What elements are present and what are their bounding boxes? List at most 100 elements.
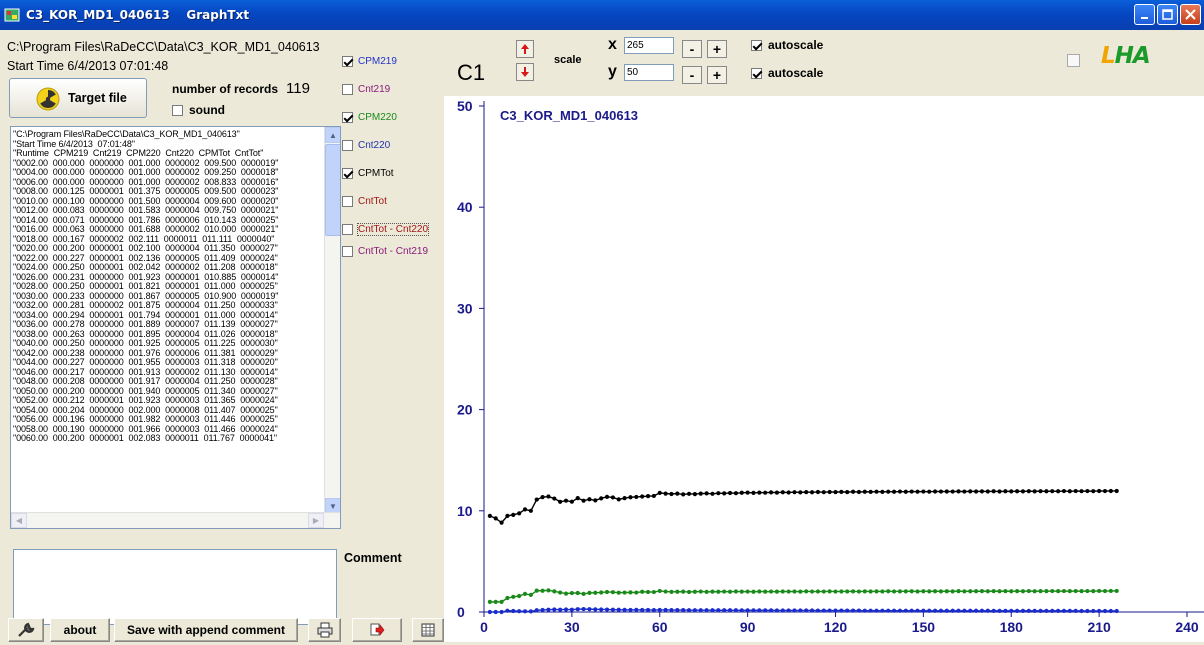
x-tick-label: 120: [824, 619, 848, 635]
point-cpm219: [880, 608, 885, 613]
point-cpm219: [698, 608, 703, 613]
comment-textarea[interactable]: [13, 549, 337, 625]
print-button[interactable]: [308, 618, 341, 642]
x-scale-input[interactable]: 265: [624, 37, 674, 54]
autoscale-y-checkbox[interactable]: autoscale: [751, 66, 823, 80]
target-file-button[interactable]: Target file: [9, 78, 147, 118]
point-cpmtot: [604, 494, 610, 499]
point-cpm220: [757, 589, 762, 594]
series-check[interactable]: [342, 168, 353, 179]
point-cpmtot: [710, 491, 715, 496]
y-scale-input[interactable]: 50: [624, 64, 674, 81]
point-cpm219: [856, 608, 862, 613]
point-cpmtot: [927, 489, 932, 494]
point-cpm219: [569, 607, 574, 612]
point-cpm220: [686, 589, 692, 595]
records-vertical-scrollbar[interactable]: ▲ ▼: [324, 127, 340, 514]
point-cpmtot: [815, 489, 821, 495]
point-cpm219: [692, 608, 697, 613]
comment-label: Comment: [344, 551, 402, 565]
printer-icon: [317, 622, 332, 638]
point-cpmtot: [622, 496, 627, 501]
save-with-comment-button[interactable]: Save with append comment: [114, 618, 298, 642]
maximize-button[interactable]: [1157, 4, 1178, 25]
point-cpm219: [956, 608, 961, 613]
point-cpm220: [528, 592, 533, 597]
point-cpmtot: [850, 489, 856, 494]
y-plus-button[interactable]: +: [707, 66, 727, 84]
point-cpmtot: [540, 495, 545, 500]
series-toggle-cnttot-minus-cnt220[interactable]: CntTot - Cnt220: [342, 223, 430, 236]
point-cpmtot: [1009, 489, 1014, 494]
scroll-thumb[interactable]: [325, 144, 340, 236]
point-cpm220: [616, 590, 621, 595]
sound-check-box[interactable]: [172, 104, 183, 116]
x-plus-button[interactable]: +: [707, 40, 727, 58]
point-cpm219: [915, 608, 920, 613]
series-check[interactable]: [342, 84, 353, 95]
series-check[interactable]: [342, 140, 353, 151]
point-cpmtot: [757, 490, 762, 495]
point-cpm219: [786, 608, 791, 613]
y-minus-button[interactable]: -: [682, 66, 702, 84]
minimize-button[interactable]: [1134, 4, 1155, 25]
scale-down-button[interactable]: [516, 63, 534, 81]
records-horizontal-scrollbar[interactable]: ◀ ▶: [11, 512, 340, 528]
point-cpmtot: [1079, 489, 1084, 494]
point-cpm220: [493, 599, 498, 604]
scroll-left-icon[interactable]: ◀: [11, 513, 27, 528]
point-cpm219: [487, 609, 492, 615]
point-cpmtot: [640, 494, 645, 499]
x-tick-label: 210: [1087, 619, 1111, 635]
point-cpm220: [733, 589, 739, 594]
close-button[interactable]: [1180, 4, 1201, 25]
point-cpm219: [581, 606, 586, 612]
x-tick-label: 240: [1175, 619, 1199, 635]
start-time: Start Time 6/4/2013 07:01:48: [7, 59, 169, 73]
point-cpm219: [974, 608, 979, 613]
table-view-button[interactable]: [412, 618, 444, 642]
point-cpm219: [517, 609, 522, 614]
autoscale-x-checkbox[interactable]: autoscale: [751, 38, 823, 52]
point-cpm219: [932, 608, 938, 613]
point-cpmtot: [839, 489, 844, 494]
autoscale-x-check[interactable]: [751, 39, 762, 51]
point-cpm220: [903, 589, 908, 594]
series-toggle-cnt220[interactable]: Cnt220: [342, 140, 390, 151]
point-cpm219: [563, 607, 569, 612]
series-check[interactable]: [342, 246, 353, 257]
series-toggle-cpm219[interactable]: CPM219: [342, 56, 397, 67]
point-cpm220: [593, 590, 598, 595]
point-cpm220: [1061, 588, 1067, 594]
point-cpm220: [1085, 588, 1090, 594]
series-toggle-cnttot-minus-cnt219[interactable]: CntTot - Cnt219: [342, 246, 428, 257]
x-minus-button[interactable]: -: [682, 40, 702, 58]
series-check[interactable]: [342, 56, 353, 67]
sound-checkbox[interactable]: sound: [172, 103, 225, 117]
scroll-right-icon[interactable]: ▶: [308, 513, 324, 528]
autoscale-y-check[interactable]: [751, 67, 762, 79]
series-toggle-cnttot[interactable]: CntTot: [342, 196, 387, 207]
point-cpm219: [528, 609, 533, 614]
records-textarea[interactable]: "C:\Program Files\RaDeCC\Data\C3_KOR_MD1…: [10, 126, 341, 529]
point-cpm220: [997, 589, 1002, 594]
point-cpm219: [815, 608, 821, 613]
series-toggle-cpmtot[interactable]: CPMTot: [342, 168, 394, 179]
export-button[interactable]: [352, 618, 402, 642]
series-check[interactable]: [342, 224, 353, 235]
series-check[interactable]: [342, 196, 353, 207]
series-check[interactable]: [342, 112, 353, 123]
scale-up-button[interactable]: [516, 40, 534, 58]
series-toggle-cnt219[interactable]: Cnt219: [342, 84, 390, 95]
point-cpmtot: [563, 498, 569, 503]
settings-button[interactable]: [8, 618, 44, 642]
series-toggle-cpm220[interactable]: CPM220: [342, 112, 397, 123]
point-cpmtot: [809, 490, 815, 495]
x-tick-label: 90: [740, 619, 756, 635]
point-cpm219: [862, 608, 867, 613]
small-toggle-box[interactable]: [1067, 54, 1080, 67]
about-button[interactable]: about: [50, 618, 110, 642]
scroll-up-icon[interactable]: ▲: [325, 127, 340, 143]
point-cpm220: [932, 589, 938, 594]
point-cpm219: [839, 608, 844, 613]
